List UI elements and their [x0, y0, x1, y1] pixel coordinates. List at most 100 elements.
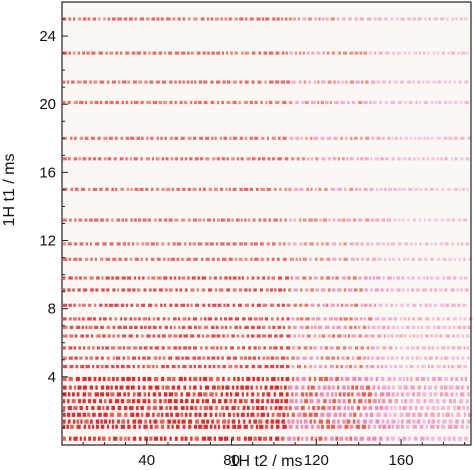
heatmap-cell	[186, 303, 189, 307]
heatmap-cell	[331, 288, 336, 292]
heatmap-cell	[129, 317, 133, 321]
heatmap-cell	[443, 80, 447, 84]
heatmap-cell	[244, 325, 249, 329]
heatmap-cell	[325, 17, 329, 21]
heatmap-cell	[73, 100, 79, 105]
heatmap-cell	[152, 405, 157, 411]
heatmap-cell	[253, 317, 258, 321]
heatmap-cell	[442, 325, 447, 329]
heatmap-cell	[406, 288, 410, 292]
heatmap-cell	[325, 303, 329, 307]
heatmap-cell	[227, 218, 231, 222]
heatmap-cell	[369, 276, 372, 280]
heatmap-cell	[395, 303, 398, 307]
heatmap-cell	[246, 392, 249, 397]
heatmap-cell	[111, 80, 116, 84]
heatmap-cell	[381, 399, 386, 404]
heatmap-cell	[236, 218, 240, 222]
heatmap-cell	[241, 51, 244, 55]
heatmap-cell	[379, 100, 383, 105]
heatmap-cell	[178, 376, 183, 382]
heatmap-cell	[351, 392, 354, 397]
heatmap-cell	[216, 334, 221, 338]
heatmap-cell	[133, 276, 136, 280]
heatmap-cell	[347, 392, 351, 397]
heatmap-cell	[191, 399, 195, 404]
heatmap-cell	[95, 242, 100, 246]
heatmap-cell	[282, 424, 287, 429]
heatmap-cell	[359, 436, 364, 441]
heatmap-cell	[180, 303, 185, 307]
heatmap-cell	[203, 424, 208, 429]
heatmap-cell	[343, 334, 347, 338]
heatmap-cell	[233, 399, 237, 404]
heatmap-cell	[463, 346, 466, 350]
heatmap-row	[63, 399, 469, 404]
heatmap-cell	[201, 334, 205, 338]
heatmap-cell	[205, 242, 209, 246]
heatmap-cell	[109, 412, 115, 417]
heatmap-cell	[228, 317, 233, 321]
heatmap-cell	[263, 346, 266, 350]
heatmap-cell	[220, 317, 223, 321]
heatmap-cell	[173, 276, 177, 280]
heatmap-cell	[286, 80, 291, 84]
heatmap-cell	[196, 288, 199, 292]
heatmap-cell	[161, 157, 165, 161]
heatmap-cell	[341, 80, 344, 84]
heatmap-cell	[74, 242, 78, 246]
heatmap-cell	[451, 242, 455, 246]
heatmap-cell	[460, 100, 463, 105]
heatmap-cell	[148, 303, 153, 307]
heatmap-cell	[133, 157, 138, 161]
heatmap-cell	[243, 424, 248, 429]
heatmap-cell	[125, 51, 130, 55]
heatmap-cell	[358, 325, 361, 329]
heatmap-cell	[254, 242, 258, 246]
heatmap-cell	[189, 412, 192, 417]
heatmap-cell	[158, 392, 162, 397]
heatmap-cell	[382, 424, 387, 429]
heatmap-cell	[367, 436, 371, 441]
heatmap-cell	[265, 376, 269, 382]
heatmap-cell	[215, 392, 218, 397]
heatmap-cell	[203, 80, 208, 84]
heatmap-row	[63, 303, 467, 307]
heatmap-cell	[373, 424, 376, 429]
heatmap-cell	[466, 419, 472, 424]
heatmap-cell	[354, 17, 358, 21]
heatmap-cell	[464, 100, 469, 105]
heatmap-cell	[417, 157, 420, 161]
heatmap-cell	[382, 385, 387, 390]
heatmap-cell	[447, 51, 450, 55]
heatmap-cell	[457, 346, 462, 350]
heatmap-cell	[108, 436, 111, 441]
heatmap-cell	[217, 218, 220, 222]
heatmap-cell	[152, 100, 158, 105]
heatmap-cell	[212, 303, 217, 307]
heatmap-cell	[184, 157, 188, 161]
heatmap-cell	[387, 424, 391, 429]
heatmap-cell	[281, 376, 284, 382]
heatmap-cell	[128, 334, 133, 338]
heatmap-cell	[77, 288, 81, 292]
heatmap-cell	[111, 346, 116, 350]
heatmap-cell	[150, 136, 154, 140]
heatmap-cell	[63, 242, 66, 246]
heatmap-cell	[200, 317, 203, 321]
heatmap-cell	[174, 80, 177, 84]
heatmap-cell	[346, 419, 351, 424]
heatmap-cell	[90, 334, 94, 338]
heatmap-cell	[237, 424, 242, 429]
heatmap-cell	[311, 317, 315, 321]
heatmap-cell	[266, 399, 270, 404]
heatmap-cell	[84, 136, 89, 140]
heatmap-cell	[172, 17, 176, 21]
heatmap-cell	[330, 436, 334, 441]
heatmap-row	[63, 187, 469, 191]
heatmap-cell	[106, 356, 110, 360]
heatmap-cell	[337, 288, 342, 292]
heatmap-cell	[217, 385, 221, 390]
heatmap-cell	[175, 288, 178, 292]
heatmap-cell	[134, 257, 139, 261]
